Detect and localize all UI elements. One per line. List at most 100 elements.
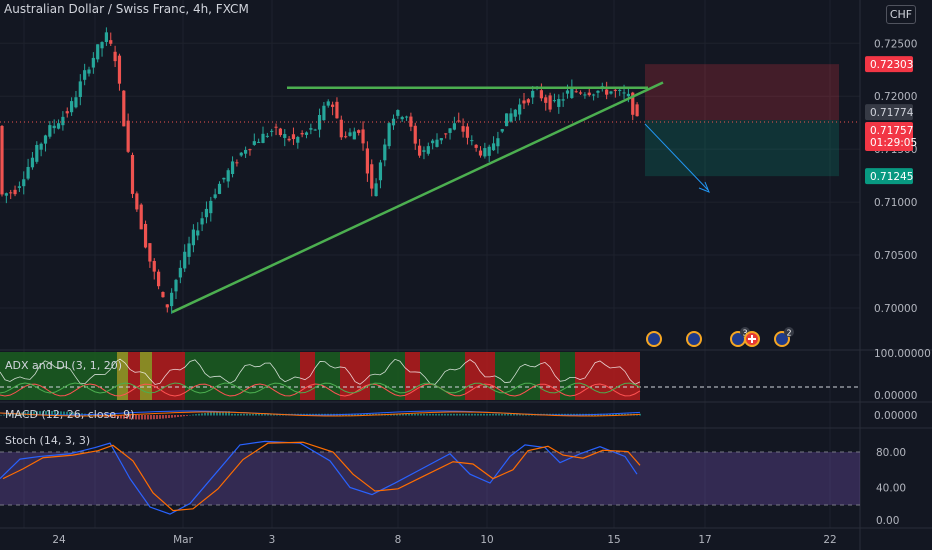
candle-body xyxy=(400,117,404,120)
candle-body xyxy=(626,93,630,97)
last-price-tag-bg xyxy=(865,121,913,151)
candle-body xyxy=(374,183,378,197)
adx-band xyxy=(575,352,640,400)
au-flag-icon[interactable] xyxy=(686,331,702,347)
candle-body xyxy=(618,89,622,91)
macd-histogram-bar xyxy=(237,413,239,416)
candle-body xyxy=(261,133,265,143)
macd-histogram-bar xyxy=(144,415,146,420)
candle-body xyxy=(344,136,348,138)
adx-pane xyxy=(0,352,860,400)
candle-body xyxy=(422,150,426,152)
candle-body xyxy=(552,100,557,102)
macd-histogram-bar xyxy=(156,415,158,420)
stoch-indicator-label[interactable]: Stoch (14, 3, 3) xyxy=(5,434,91,447)
adx-band xyxy=(117,352,128,400)
macd-histogram-bar xyxy=(603,413,605,416)
candle-body xyxy=(183,251,187,269)
candle-body xyxy=(170,292,174,307)
candle-body xyxy=(200,218,204,225)
time-axis-label: 8 xyxy=(395,534,402,546)
macd-histogram-bar xyxy=(246,413,248,416)
candle-body xyxy=(204,208,209,218)
macd-histogram-bar xyxy=(510,413,512,416)
macd-histogram-bar xyxy=(423,413,425,416)
swiss-cross xyxy=(748,338,756,340)
au-flag-icon[interactable]: 2 xyxy=(774,327,794,347)
candle-body xyxy=(539,90,543,99)
candle-body xyxy=(43,135,48,144)
time-axis-label: Mar xyxy=(173,534,193,546)
candle-body xyxy=(135,193,139,210)
au-flag-icon[interactable] xyxy=(646,331,662,347)
adx-band xyxy=(540,352,560,400)
candle-body xyxy=(496,138,500,147)
price-tick-label: 0.71000 xyxy=(874,197,917,209)
candle-body xyxy=(365,148,369,174)
event-badge: 2 xyxy=(787,329,792,338)
macd-histogram-bar xyxy=(498,413,500,416)
candle-body xyxy=(4,193,8,196)
adx-indicator-label[interactable]: ADX and DI (3, 1, 20) xyxy=(5,359,122,372)
macd-histogram-bar xyxy=(357,413,359,416)
entry-price-tag: 0.71774 xyxy=(870,107,914,119)
macd-histogram-bar xyxy=(177,415,179,417)
candle-body xyxy=(570,87,574,98)
macd-histogram-bar xyxy=(438,413,440,416)
candles xyxy=(0,27,639,314)
candle-body xyxy=(291,134,296,140)
candle-body xyxy=(578,92,583,94)
candle-body xyxy=(65,111,69,114)
stop-price-tag: 0.72303 xyxy=(870,59,913,71)
macd-histogram-bar xyxy=(465,413,467,416)
macd-histogram-bar xyxy=(453,413,455,416)
candle-body xyxy=(583,94,587,96)
macd-histogram-bar xyxy=(174,415,176,418)
candle-body xyxy=(217,183,222,194)
macd-histogram-bar xyxy=(492,413,494,416)
macd-histogram-bar xyxy=(621,413,623,416)
macd-histogram-bar xyxy=(162,415,164,419)
candle-body xyxy=(126,120,130,152)
macd-histogram-bar xyxy=(57,411,59,416)
candle-body xyxy=(465,126,470,138)
macd-histogram-bar xyxy=(96,415,98,416)
macd-histogram-bar xyxy=(393,413,395,416)
macd-histogram-bar xyxy=(141,415,143,420)
candle-body xyxy=(587,92,591,96)
macd-histogram-bar xyxy=(33,411,35,416)
macd-histogram-bar xyxy=(264,413,266,416)
macd-histogram-bar xyxy=(474,413,476,416)
macd-histogram-bar xyxy=(147,415,149,420)
macd-histogram-bar xyxy=(210,412,212,416)
macd-histogram-bar xyxy=(51,411,53,416)
take-profit-zone xyxy=(645,120,839,177)
currency-button[interactable]: CHF xyxy=(886,5,916,24)
macd-histogram-bar xyxy=(471,413,473,416)
candle-body xyxy=(148,243,152,262)
candle-body xyxy=(331,104,335,107)
ch-flag-icon[interactable] xyxy=(744,331,760,347)
macd-histogram-bar xyxy=(252,413,254,416)
candle-body xyxy=(526,99,530,103)
macd-histogram-bar xyxy=(42,411,44,416)
time-axis-label: 24 xyxy=(52,534,66,546)
macd-histogram-bar xyxy=(249,413,251,416)
macd-histogram-bar xyxy=(402,413,404,416)
candle-body xyxy=(391,118,396,126)
candle-body xyxy=(61,116,65,126)
target-price-tag-bg xyxy=(865,168,913,185)
candle-body xyxy=(461,126,465,132)
macd-histogram-bar xyxy=(396,413,398,416)
candle-body xyxy=(513,109,517,117)
macd-histogram-bar xyxy=(0,415,2,416)
macd-histogram-bar xyxy=(435,413,437,416)
candle-body xyxy=(378,162,383,181)
macd-pane xyxy=(0,410,641,420)
au-flag-icon[interactable]: 3 xyxy=(730,327,750,347)
macd-histogram-bar xyxy=(489,413,491,416)
stoch-band xyxy=(0,452,860,505)
macd-indicator-label[interactable]: MACD (12, 26, close, 9) xyxy=(5,408,135,421)
macd-histogram-bar xyxy=(426,413,428,416)
